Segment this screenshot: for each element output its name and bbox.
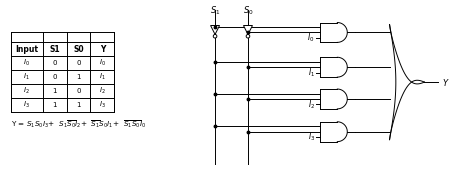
Text: 0: 0	[52, 74, 57, 80]
Text: $S_1$: $S_1$	[210, 5, 220, 17]
Text: $I_2$: $I_2$	[308, 98, 315, 111]
Text: S1: S1	[49, 45, 60, 54]
Polygon shape	[210, 25, 219, 34]
Text: 1: 1	[76, 102, 81, 108]
Text: $Y$: $Y$	[442, 77, 450, 88]
Text: $I_2$: $I_2$	[23, 86, 30, 96]
Circle shape	[246, 34, 250, 38]
Text: Y = $S_1S_0I_3$+  $S_1\overline{S_0}I_2$+  $\overline{S_1}S_0I_1$+  $\overline{S: Y = $S_1S_0I_3$+ $S_1\overline{S_0}I_2$+…	[11, 118, 146, 130]
Bar	[11, 33, 114, 112]
Text: 1: 1	[52, 102, 57, 108]
Text: $I_0$: $I_0$	[99, 58, 106, 68]
Polygon shape	[244, 25, 253, 34]
Text: 0: 0	[76, 88, 81, 94]
Text: $I_1$: $I_1$	[99, 72, 106, 82]
Text: $I_2$: $I_2$	[99, 86, 106, 96]
Text: $I_1$: $I_1$	[23, 72, 30, 82]
Text: $S_0$: $S_0$	[243, 5, 253, 17]
Text: Input: Input	[15, 45, 38, 54]
Text: $I_3$: $I_3$	[308, 131, 315, 143]
Text: $I_0$: $I_0$	[23, 58, 30, 68]
Text: Y: Y	[100, 45, 105, 54]
Text: $I_0$: $I_0$	[308, 32, 315, 44]
Text: S0: S0	[73, 45, 84, 54]
Text: 0: 0	[76, 60, 81, 66]
Text: 1: 1	[76, 74, 81, 80]
Text: 1: 1	[52, 88, 57, 94]
Text: $I_1$: $I_1$	[308, 66, 315, 79]
Text: 0: 0	[52, 60, 57, 66]
Circle shape	[213, 34, 217, 38]
Text: $I_3$: $I_3$	[23, 100, 30, 110]
Text: $I_3$: $I_3$	[99, 100, 106, 110]
